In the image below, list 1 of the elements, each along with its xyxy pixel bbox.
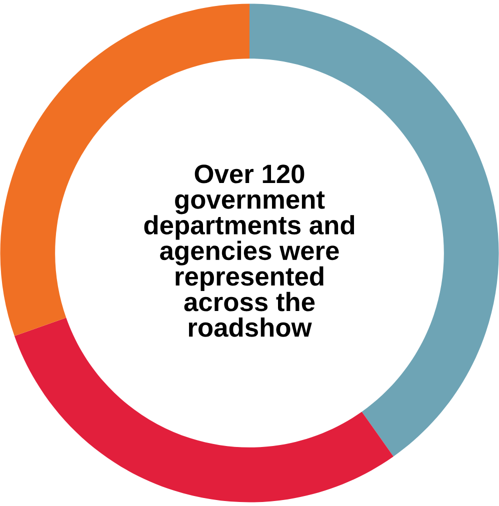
text: Over 120 government departments and agencies were represented across the roadshow	[144, 164, 354, 337]
